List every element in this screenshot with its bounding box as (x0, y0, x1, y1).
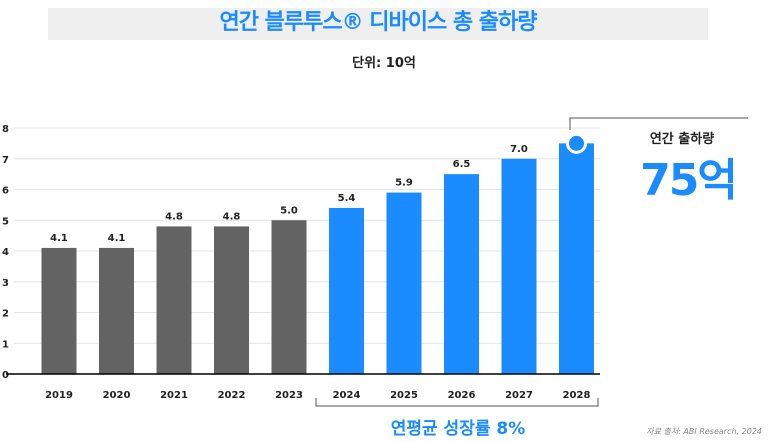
bar (214, 226, 249, 374)
y-tick-label: 5 (2, 216, 9, 227)
y-axis-ticks: 0 1 2 3 4 5 6 7 8 (2, 124, 9, 381)
bar (41, 247, 77, 374)
y-tick-label: 6 (2, 186, 9, 197)
value-label: 4.1 (50, 233, 68, 244)
x-tick-label: 2019 (45, 390, 73, 401)
value-label: 7.0 (510, 144, 528, 155)
y-tick-label: 1 (2, 339, 9, 350)
value-label: 4.8 (223, 211, 241, 222)
value-label: 5.4 (338, 193, 356, 204)
x-tick-label: 2024 (333, 390, 361, 401)
bar (329, 207, 364, 374)
y-tick-label: 2 (2, 309, 9, 320)
value-label: 5.0 (280, 205, 298, 216)
bar (99, 247, 134, 374)
bars (41, 143, 594, 374)
x-tick-label: 2026 (448, 390, 476, 401)
x-tick-label: 2022 (218, 390, 246, 401)
annotation-connector (569, 117, 748, 130)
value-labels: 4.1 4.1 4.8 4.8 5.0 5.4 5.9 6.5 7.0 (50, 144, 528, 244)
bar (501, 158, 537, 374)
source-note: 자료 출처: ABI Research, 2024 (646, 427, 762, 436)
bar (444, 174, 479, 374)
x-tick-label: 2023 (275, 390, 303, 401)
x-axis-labels: 2019 2020 2021 2022 2023 2024 2025 2026 2027 2028 (45, 390, 590, 401)
x-tick-label: 2021 (160, 390, 188, 401)
unit-label: 단위: 10억 (352, 56, 416, 71)
x-tick-label: 2020 (103, 390, 131, 401)
chart-title: 연간 블루투스® 디바이스 총 출하량 (219, 10, 538, 35)
y-tick-label: 4 (2, 247, 9, 258)
x-tick-label: 2025 (390, 390, 418, 401)
title-background (48, 8, 708, 40)
forecast-bracket (315, 398, 599, 407)
bar (386, 192, 422, 374)
bar (271, 220, 307, 374)
y-tick-label: 0 (2, 370, 9, 381)
value-label: 4.1 (108, 233, 126, 244)
y-tick-label: 3 (2, 278, 9, 289)
bar (156, 226, 192, 374)
y-tick-label: 7 (2, 155, 9, 166)
highlight-marker (566, 132, 587, 154)
x-tick-label: 2028 (563, 390, 591, 401)
annotation-value: 75억 (640, 155, 738, 206)
value-label: 4.8 (165, 211, 183, 222)
y-tick-label: 8 (2, 124, 9, 135)
value-label: 6.5 (453, 159, 471, 170)
annotation-label: 연간 출하량 (649, 132, 715, 147)
growth-rate-label: 연평균 성장률 8% (390, 419, 526, 439)
bar (559, 143, 594, 374)
value-label: 5.9 (395, 178, 413, 189)
x-tick-label: 2027 (505, 390, 533, 401)
